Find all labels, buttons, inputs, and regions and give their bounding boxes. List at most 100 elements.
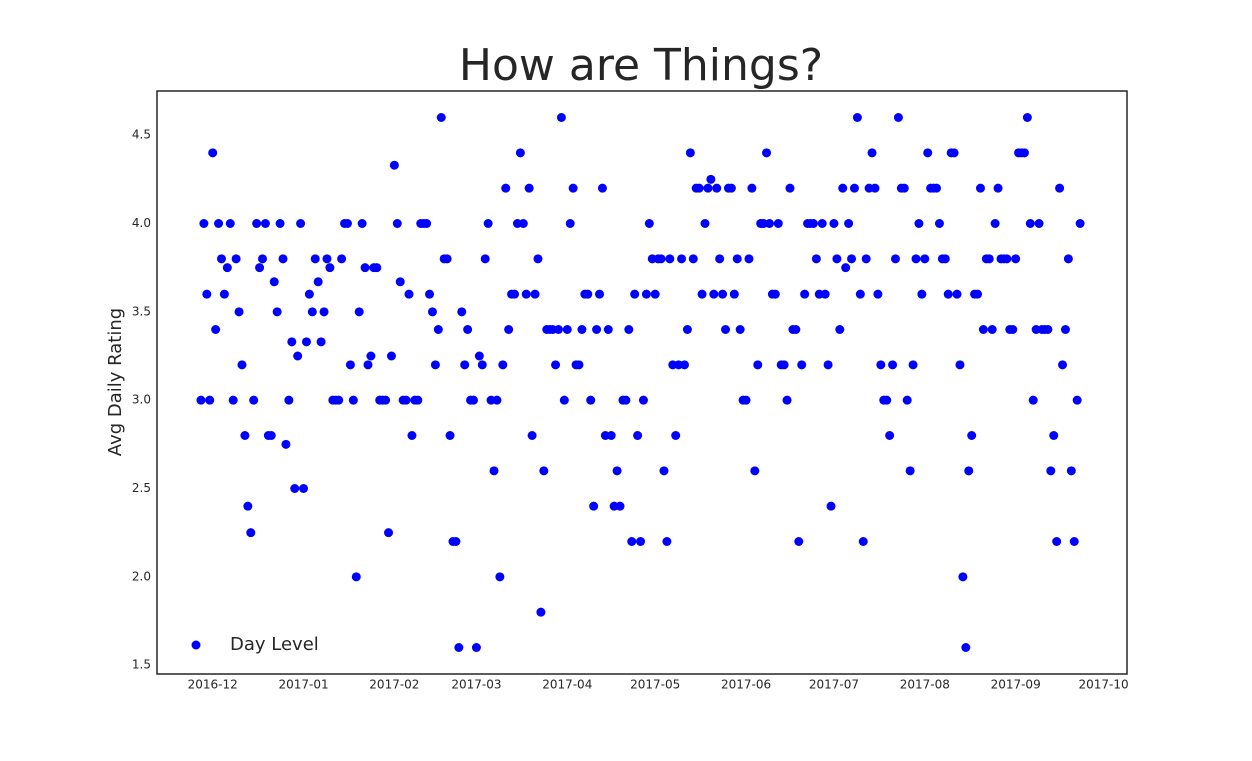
data-point — [574, 360, 584, 370]
data-point — [530, 289, 540, 299]
data-point — [357, 219, 367, 228]
x-tick-label: 2017-05 — [630, 678, 680, 692]
data-point — [744, 254, 754, 264]
data-point — [433, 325, 443, 334]
data-point — [427, 307, 437, 317]
data-point — [310, 254, 320, 264]
data-point — [313, 277, 323, 287]
data-point — [621, 395, 631, 405]
data-point — [275, 219, 285, 228]
data-point — [1069, 537, 1079, 546]
data-point — [858, 537, 868, 546]
data-point — [290, 484, 300, 493]
data-point — [633, 431, 643, 440]
data-point — [967, 431, 977, 440]
data-point — [706, 174, 716, 184]
data-point — [222, 263, 232, 273]
data-point — [932, 183, 942, 193]
data-point — [489, 466, 499, 476]
data-point — [747, 183, 757, 193]
data-point — [474, 351, 484, 361]
data-point — [524, 183, 534, 193]
data-point — [882, 395, 892, 405]
data-point — [454, 643, 464, 652]
data-point — [518, 219, 528, 228]
data-point — [345, 360, 355, 370]
data-point — [577, 325, 587, 334]
data-point — [284, 395, 294, 405]
data-point — [293, 351, 303, 361]
x-tick-label: 2017-03 — [451, 678, 501, 692]
data-point — [240, 431, 250, 440]
data-point — [612, 466, 622, 476]
data-point — [665, 254, 675, 264]
data-point — [712, 183, 722, 193]
data-point — [219, 289, 229, 299]
data-point — [885, 431, 895, 440]
data-point — [445, 431, 455, 440]
y-tick-label: 3.0 — [132, 393, 151, 407]
data-point — [457, 307, 467, 317]
data-point — [483, 219, 493, 228]
data-point — [422, 219, 432, 228]
data-point — [386, 351, 396, 361]
data-point — [319, 307, 329, 317]
data-point — [468, 395, 478, 405]
data-point — [841, 263, 851, 273]
data-point — [709, 289, 719, 299]
data-point — [636, 537, 646, 546]
data-point — [627, 537, 637, 546]
legend-label: Day Level — [230, 634, 319, 655]
data-point — [829, 219, 839, 228]
data-point — [1049, 431, 1059, 440]
data-point — [287, 337, 297, 347]
x-tick-label: 2016-12 — [188, 678, 238, 692]
data-point — [838, 183, 848, 193]
data-point — [266, 431, 276, 440]
data-point — [553, 325, 563, 334]
data-point — [808, 219, 818, 228]
data-point — [597, 183, 607, 193]
data-point — [764, 219, 774, 228]
data-point — [589, 501, 599, 511]
data-point — [586, 395, 596, 405]
data-point — [342, 219, 352, 228]
data-point — [940, 254, 950, 264]
data-point — [334, 395, 344, 405]
data-point — [852, 113, 862, 122]
data-point — [1072, 395, 1082, 405]
data-point — [425, 289, 435, 299]
data-point — [964, 466, 974, 476]
data-point — [392, 219, 402, 228]
data-point — [480, 254, 490, 264]
data-point — [794, 537, 804, 546]
data-point — [501, 183, 511, 193]
data-point — [504, 325, 514, 334]
data-point — [202, 289, 212, 299]
data-point — [436, 113, 446, 122]
data-point — [384, 528, 394, 538]
y-tick-label: 4.0 — [132, 216, 151, 230]
y-tick-label: 2.0 — [132, 569, 151, 583]
data-point — [381, 395, 391, 405]
data-point — [536, 607, 546, 617]
data-point — [603, 325, 613, 334]
data-point — [510, 289, 520, 299]
data-point — [659, 466, 669, 476]
data-point — [721, 325, 731, 334]
x-tick-label: 2017-08 — [900, 678, 950, 692]
data-point — [630, 289, 640, 299]
x-tick-label: 2017-06 — [721, 678, 771, 692]
x-tick-label: 2017-10 — [1078, 678, 1128, 692]
data-point — [961, 643, 971, 652]
data-point — [595, 289, 605, 299]
data-point — [773, 219, 783, 228]
x-tick-label: 2017-09 — [991, 678, 1041, 692]
data-point — [911, 254, 921, 264]
data-point — [1058, 360, 1068, 370]
data-point — [1025, 219, 1035, 228]
data-point — [679, 360, 689, 370]
data-point — [363, 360, 373, 370]
